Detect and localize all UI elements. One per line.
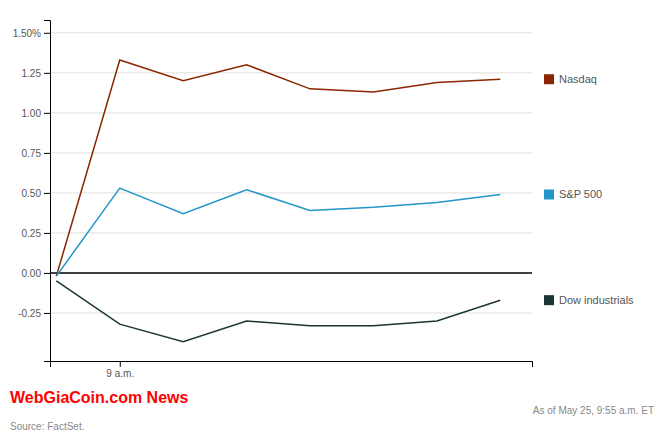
legend-swatch [544, 295, 554, 305]
tick-mark [44, 273, 50, 274]
tick-label: 9 a.m. [106, 368, 134, 379]
tick-label: 1.25 [22, 68, 42, 79]
annotation: WebGiaCoin.com News [10, 389, 189, 406]
tick-mark [44, 313, 50, 314]
tick: 1.50% [13, 28, 50, 39]
line [56, 60, 500, 276]
tick-label: 0.25 [22, 228, 42, 239]
legend-label: S&P 500 [559, 188, 602, 200]
tick-label: -0.25 [18, 308, 41, 319]
tick-mark [44, 33, 50, 34]
chart: -0.25 0.00 0.25 0.50 0.75 1.00 1.25 1.50% 9 a.m.… [0, 0, 662, 436]
grid-line [50, 32, 532, 33]
series-lines [56, 60, 500, 342]
tick-mark [44, 73, 50, 74]
legend-label: Dow industrials [559, 294, 634, 306]
grid [50, 33, 532, 313]
tick: 0.25 [22, 228, 50, 239]
tick-label: 0.75 [22, 148, 42, 159]
tick: 1.00 [22, 108, 50, 119]
tick-mark [44, 153, 50, 154]
tick-mark [44, 193, 50, 194]
legend-item: S&P 500 [544, 188, 602, 200]
annotation: Source: FactSet. [10, 421, 84, 432]
legend-label: Nasdaq [559, 73, 597, 85]
zero-line [50, 272, 532, 273]
y-axis: -0.25 0.00 0.25 0.50 0.75 1.00 1.25 1.50% [13, 21, 51, 362]
grid-line [50, 192, 532, 193]
tick-mark [120, 361, 121, 367]
grid-line [50, 72, 532, 73]
tick: 0.00 [22, 268, 50, 279]
tick: 1.25 [22, 68, 50, 79]
plot: -0.25 0.00 0.25 0.50 0.75 1.00 1.25 1.50% 9 a.m.… [13, 21, 634, 380]
tick-label: 0.50 [22, 188, 42, 199]
tick-label: 0.00 [22, 268, 42, 279]
tick: 0.50 [22, 188, 50, 199]
tick: 0.75 [22, 148, 50, 159]
tick: -0.25 [18, 308, 50, 319]
axis-line [44, 21, 51, 362]
grid-line [50, 152, 532, 153]
legend-item: Nasdaq [544, 73, 597, 85]
legend-swatch [544, 74, 554, 84]
legend: Nasdaq S&P 500 Dow industrials [544, 73, 634, 306]
tick-mark [44, 233, 50, 234]
grid-line [50, 112, 532, 113]
grid-line [50, 232, 532, 233]
legend-item: Dow industrials [544, 294, 634, 306]
line [56, 188, 500, 276]
annotation: As of May 25, 9:55 a.m. ET [533, 405, 654, 416]
x-axis: 9 a.m. [51, 361, 533, 379]
legend-swatch [544, 190, 554, 200]
tick-label: 1.50% [13, 28, 41, 39]
tick-mark [44, 113, 50, 114]
tick: 9 a.m. [106, 361, 134, 379]
tick-label: 1.00 [22, 108, 42, 119]
line [56, 281, 500, 342]
axis-line [51, 362, 533, 368]
